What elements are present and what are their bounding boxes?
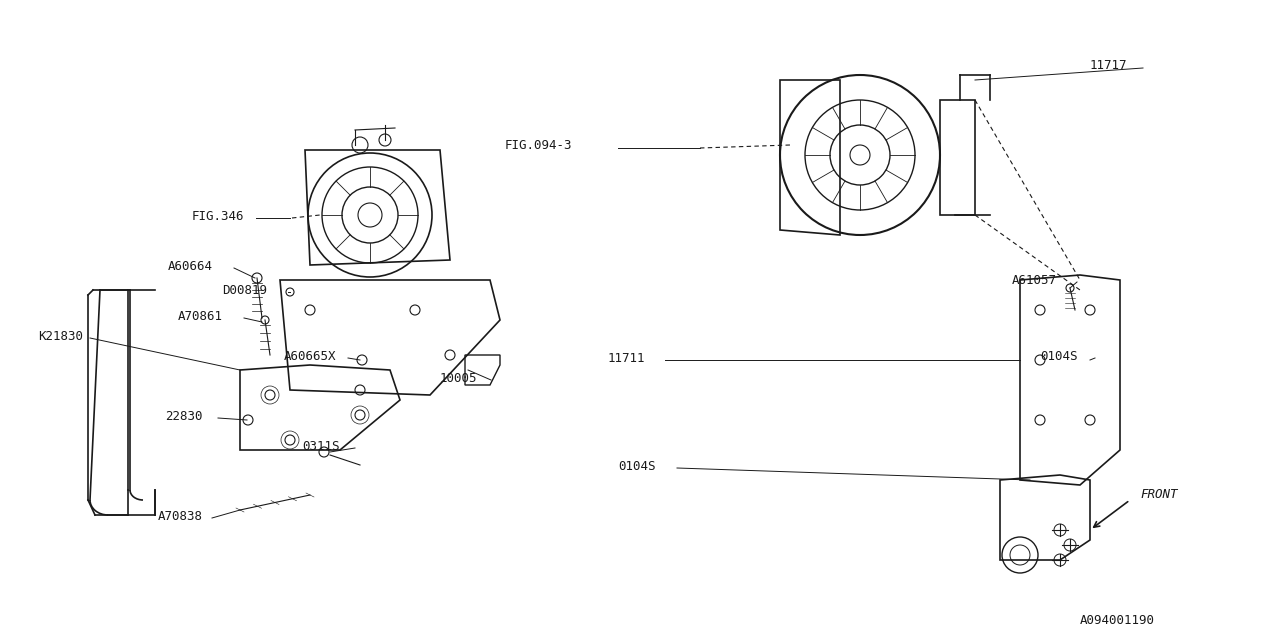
- Text: A61057: A61057: [1012, 273, 1057, 287]
- Text: 0104S: 0104S: [1039, 349, 1078, 362]
- Text: A70838: A70838: [157, 509, 204, 522]
- Text: 0104S: 0104S: [618, 460, 655, 472]
- Text: D00819: D00819: [221, 284, 268, 296]
- Text: A70861: A70861: [178, 310, 223, 323]
- Text: FIG.346: FIG.346: [192, 209, 244, 223]
- Text: 11717: 11717: [1091, 58, 1128, 72]
- Text: FIG.094-3: FIG.094-3: [506, 138, 572, 152]
- Text: K21830: K21830: [38, 330, 83, 342]
- Text: A60664: A60664: [168, 259, 212, 273]
- Text: 0311S: 0311S: [302, 440, 339, 452]
- Text: 22830: 22830: [165, 410, 202, 422]
- Text: 10005: 10005: [440, 371, 477, 385]
- Text: 11711: 11711: [608, 351, 645, 365]
- Text: FRONT: FRONT: [1140, 488, 1178, 502]
- Text: A60665X: A60665X: [284, 349, 337, 362]
- Text: A094001190: A094001190: [1080, 614, 1155, 627]
